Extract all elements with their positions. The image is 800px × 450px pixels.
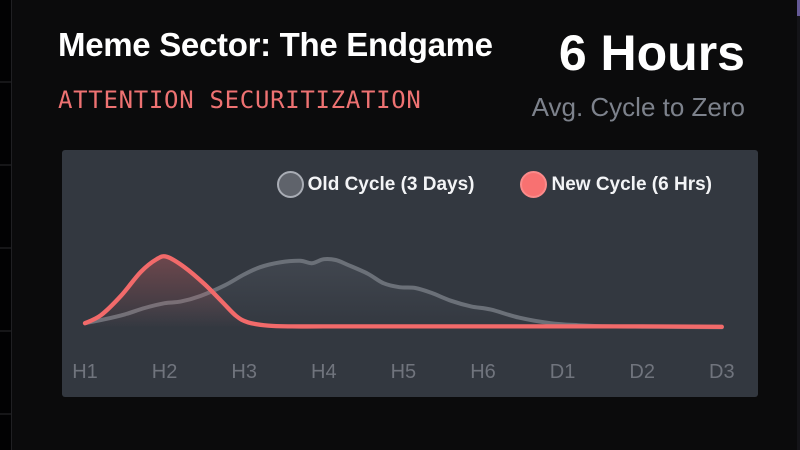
legend-label-old-cycle: Old Cycle (3 Days) (307, 173, 475, 195)
stat-value: 6 Hours (558, 25, 745, 81)
x-axis-label: D2 (629, 361, 655, 383)
page-title: Meme Sector: The Endgame (58, 26, 493, 63)
legend-label-new-cycle: New Cycle (6 Hrs) (551, 173, 712, 195)
left-rail (0, 0, 12, 450)
x-axis-label: H2 (152, 361, 178, 383)
x-axis: H1 H2 H3 H4 H5 H6 D1 D2 D3 (72, 361, 734, 383)
legend-item-old-cycle: Old Cycle (3 Days) (276, 171, 475, 198)
x-axis-label: H3 (231, 361, 257, 383)
x-axis-label: D1 (550, 361, 576, 383)
scrollbar-track[interactable] (797, 0, 800, 450)
scrollbar-thumb[interactable] (797, 0, 800, 16)
legend-item-new-cycle: New Cycle (6 Hrs) (520, 171, 712, 198)
stat-caption: Avg. Cycle to Zero (531, 92, 745, 122)
old-cycle-marker-icon (276, 171, 304, 198)
chart-legend: Old Cycle (3 Days) New Cycle (6 Hrs) (276, 171, 712, 198)
page-subtitle: ATTENTION SECURITIZATION (58, 86, 422, 114)
x-axis-label: H1 (72, 361, 98, 383)
series-line-1 (82, 254, 724, 329)
x-axis-label: D3 (709, 361, 735, 383)
chart-panel: H1 H2 H3 H4 H5 H6 D1 D2 D3 Old Cycle (3 Days) Ne… (62, 150, 758, 397)
attention-cycle-chart: H1 H2 H3 H4 H5 H6 D1 D2 D3 (72, 254, 735, 383)
x-axis-label: H5 (391, 361, 417, 383)
x-axis-label: H6 (470, 361, 496, 383)
x-axis-label: H4 (311, 361, 337, 383)
chart-series (82, 254, 724, 330)
new-cycle-marker-icon (520, 171, 548, 198)
